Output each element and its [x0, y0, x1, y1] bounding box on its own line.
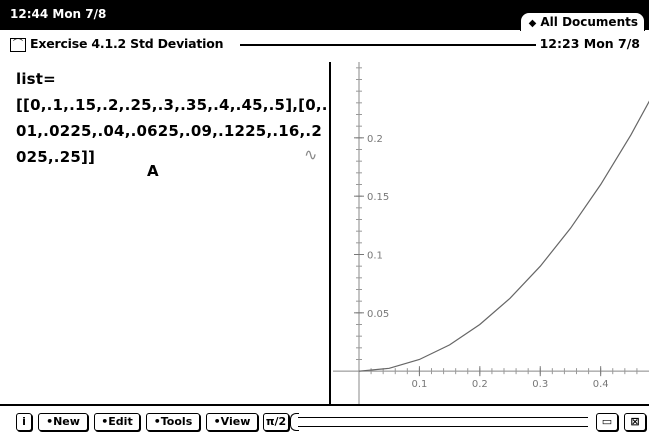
diamond-icon: ◆	[528, 18, 537, 29]
curve-line	[358, 100, 649, 372]
y-tick-label: 0.15	[367, 192, 389, 203]
close-icon[interactable]: ⊠	[624, 413, 646, 431]
new-button[interactable]: •New	[38, 413, 88, 431]
x-tick-label: 0.3	[532, 379, 548, 390]
info-button[interactable]: i	[16, 413, 32, 431]
document-title[interactable]: Exercise 4.1.2 Std Deviation	[30, 36, 230, 51]
tools-button[interactable]: •Tools	[146, 413, 200, 431]
scroll-track[interactable]	[298, 417, 588, 427]
pane-divider[interactable]	[329, 62, 331, 405]
y-tick-label: 0.05	[367, 309, 389, 320]
document-time: 12:23 Mon 7/8	[535, 36, 640, 51]
graph-doc-icon[interactable]: ⌒	[10, 38, 26, 52]
edit-button[interactable]: •Edit	[94, 413, 140, 431]
scroll-cap	[290, 413, 299, 431]
bottom-rule	[0, 404, 649, 406]
graph-pane[interactable]: 0.05 0.1 0.15 0.2 0.1 0.2 0.3 0.4	[333, 62, 649, 405]
y-tick-label: 0.1	[367, 251, 383, 262]
x-tick-label: 0.1	[411, 379, 427, 390]
document-header: ⌒ Exercise 4.1.2 Std Deviation 12:23 Mon…	[10, 36, 640, 54]
folder-tab-label: All Documents	[540, 15, 638, 29]
cursor-caret: A	[147, 162, 159, 180]
pi-button[interactable]: π/2	[263, 413, 289, 431]
folder-icon[interactable]: ▭	[596, 413, 618, 431]
graph-svg: 0.05 0.1 0.15 0.2 0.1 0.2 0.3 0.4	[333, 62, 649, 405]
bottom-toolbar: i •New •Edit •Tools •View π/2 ▭ ⊠	[0, 413, 649, 439]
y-tick-label: 0.2	[367, 134, 383, 145]
expression-text[interactable]: list= [[0,.1,.15,.2,.25,.3,.35,.4,.45,.5…	[16, 70, 328, 166]
status-time: 12:44 Mon 7/8	[10, 7, 107, 21]
x-tick-label: 0.2	[472, 379, 488, 390]
graph-symbol-icon[interactable]: ∿	[304, 145, 318, 164]
x-tick-label: 0.4	[593, 379, 609, 390]
view-button[interactable]: •View	[206, 413, 258, 431]
folder-tab[interactable]: ◆ All Documents	[519, 12, 645, 31]
header-rule	[240, 44, 540, 46]
